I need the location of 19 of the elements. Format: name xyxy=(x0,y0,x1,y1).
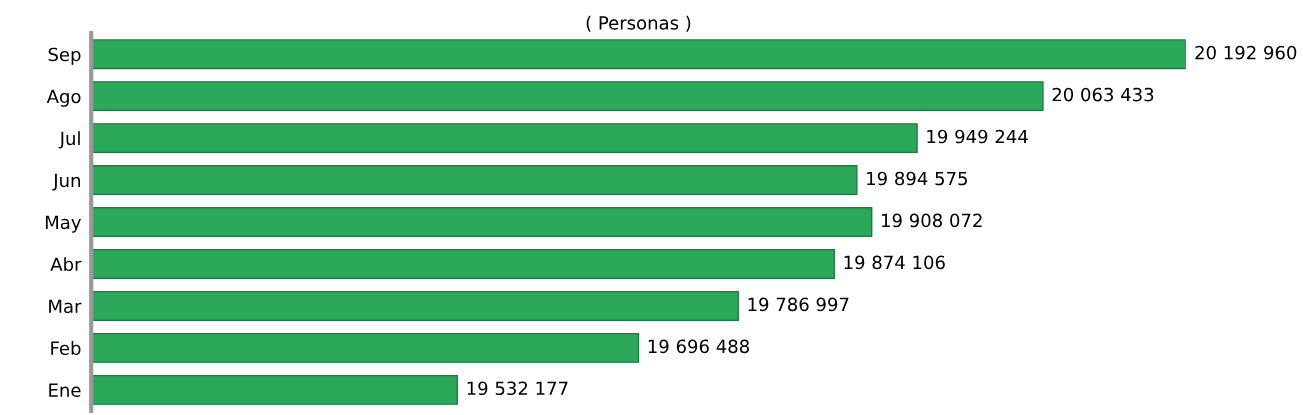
data-label: 19 786 997 xyxy=(748,297,849,312)
y-tick-label: May xyxy=(45,215,81,233)
data-label: 20 063 433 xyxy=(1052,87,1154,102)
data-label: 19 696 488 xyxy=(648,339,749,354)
data-label: 19 949 244 xyxy=(927,129,1028,144)
data-label: 19 894 575 xyxy=(867,171,967,186)
y-tick-label: Abr xyxy=(50,257,82,272)
data-label: 19 532 177 xyxy=(467,381,568,396)
y-tick-label: Feb xyxy=(51,341,81,356)
y-tick-label: Jun xyxy=(52,173,80,191)
y-tick-label: Ene xyxy=(49,383,81,397)
chart-title: ( Personas ) xyxy=(586,15,691,32)
data-label: 19 908 072 xyxy=(882,213,982,228)
y-tick-label: Jul xyxy=(58,131,80,149)
data-label: 20 192 960 xyxy=(1195,45,1297,60)
data-label: 19 874 106 xyxy=(844,255,945,270)
y-tick-label: Sep xyxy=(48,47,81,65)
y-tick-label: Mar xyxy=(49,299,82,314)
y-tick-label: Ago xyxy=(46,89,81,107)
